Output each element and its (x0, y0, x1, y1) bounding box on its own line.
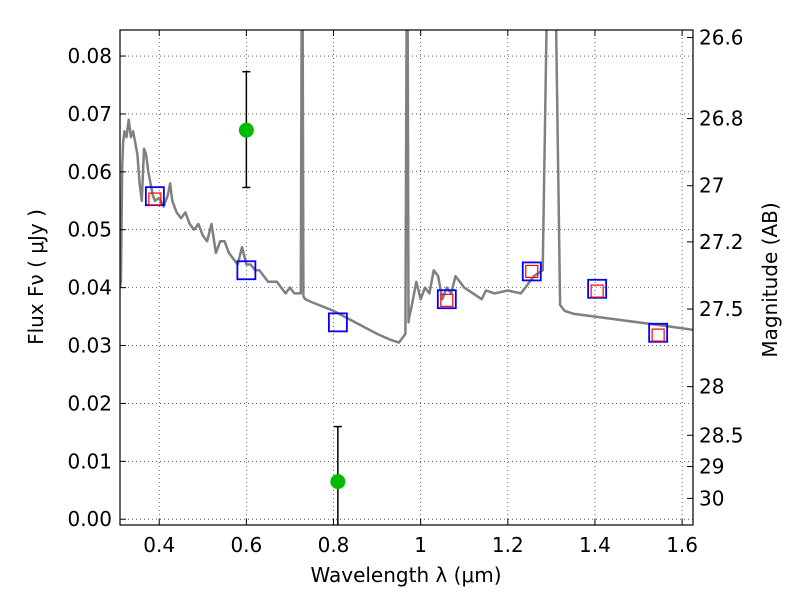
mag-tick-label: 29 (699, 455, 724, 479)
x-tick-label: 1 (414, 533, 427, 557)
x-tick-label: 1.2 (492, 533, 524, 557)
observed-photometry-square (590, 284, 604, 298)
model-photometry-square (521, 261, 542, 282)
observed-photometry-square (525, 264, 539, 279)
mag-tick-label: 28 (699, 375, 724, 399)
model-photometry-square (436, 289, 457, 310)
detection-point (330, 474, 346, 490)
mag-tick-label: 27.5 (699, 297, 744, 321)
detection-point (238, 122, 254, 138)
model-photometry-square (327, 312, 348, 333)
y-axis-title: Flux Fν ( μJy ) (24, 209, 48, 345)
y-tick-label: 0.02 (67, 391, 112, 415)
mag-tick-label: 28.5 (699, 423, 744, 447)
x-axis-title: Wavelength λ (μm) (310, 563, 501, 587)
x-tick-label: 1.6 (666, 533, 698, 557)
mag-tick-label: 27 (699, 174, 724, 198)
data-layer (120, 30, 693, 525)
y-tick-label: 0.05 (67, 218, 112, 242)
y-tick-label: 0.07 (67, 102, 112, 126)
y-tick-label: 0.01 (67, 449, 112, 473)
model-photometry-square (648, 322, 669, 343)
model-photometry-square (587, 278, 608, 299)
model-photometry-square (236, 260, 257, 281)
observed-photometry-square (148, 192, 162, 206)
x-tick-label: 0.6 (230, 533, 262, 557)
mag-tick-label: 26.6 (699, 26, 744, 50)
mag-tick-label: 27.2 (699, 230, 744, 254)
plot-frame (119, 29, 694, 526)
x-tick-label: 0.8 (318, 533, 350, 557)
x-tick-label: 1.4 (579, 533, 611, 557)
y-tick-label: 0.08 (67, 44, 112, 68)
mag-tick-label: 26.8 (699, 107, 744, 131)
observed-photometry-square (651, 328, 665, 342)
axis-ticks: 0.4 0.6 0.8 1 1.2 1.4 1.6 0.00 0.01 0.02 0.03 0.04 0… (67, 26, 743, 557)
observed-photometry-square (440, 293, 454, 307)
grid-lines (120, 30, 693, 525)
y-tick-label: 0.00 (67, 507, 112, 531)
y-tick-label: 0.04 (67, 276, 112, 300)
mag-tick-label: 30 (699, 486, 724, 510)
y-tick-label: 0.06 (67, 160, 112, 184)
y-tick-label: 0.03 (67, 334, 112, 358)
y2-axis-title: Magnitude (AB) (758, 202, 782, 357)
x-tick-label: 0.4 (143, 533, 175, 557)
